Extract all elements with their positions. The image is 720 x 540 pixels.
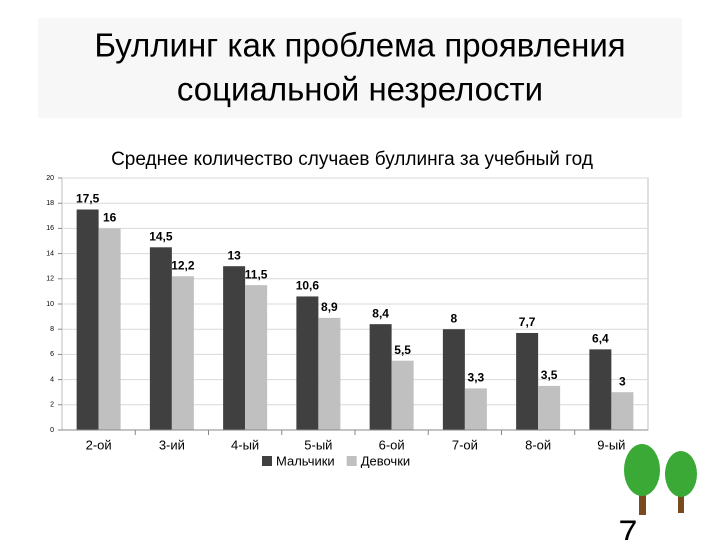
bar [171,276,194,430]
bar [76,209,99,430]
value-label: 6,4 [592,332,609,346]
legend-label: Мальчики [276,453,335,468]
y-tick-label: 14 [46,250,54,257]
legend-label: Девочки [361,453,410,468]
y-tick-label: 6 [50,351,54,358]
slide-title: социальной незрелости [177,71,543,108]
y-tick-label: 12 [46,276,54,283]
x-tick-label: 3-ий [159,437,185,452]
bar [245,285,268,430]
bar [516,332,539,430]
x-tick-label: 6-ой [379,437,405,452]
y-tick-label: 0 [50,427,54,434]
bar [538,385,561,430]
value-label: 16 [103,211,117,225]
value-label: 3,3 [468,371,485,385]
bar [611,392,634,430]
legend-swatch [346,456,357,466]
x-tick-label: 4-ый [231,437,259,452]
x-tick-label: 9-ый [597,437,625,452]
bar [442,329,465,430]
value-label: 7,7 [519,315,536,329]
bar [149,247,172,430]
bar [296,296,319,430]
y-tick-label: 4 [50,376,54,383]
bar [318,317,341,430]
value-label: 8,4 [372,306,389,320]
value-label: 5,5 [394,343,411,357]
value-label: 8,9 [321,300,338,314]
y-tick-label: 18 [46,200,54,207]
y-tick-label: 2 [50,402,54,409]
x-tick-label: 5-ый [304,437,332,452]
bar [369,324,392,430]
bar [223,266,246,430]
trees [624,444,697,515]
value-label: 3 [619,374,626,388]
value-label: 14,5 [149,229,173,243]
value-label: 11,5 [245,267,268,281]
x-tick-label: 7-ой [452,437,478,452]
y-tick-label: 20 [46,175,54,182]
value-label: 17,5 [76,192,100,206]
title-area [38,18,682,118]
y-tick-label: 8 [50,326,54,333]
legend-swatch [262,456,272,466]
bar [589,349,612,430]
y-tick-label: 10 [46,301,54,308]
value-label: 8 [451,311,458,325]
bar [391,360,414,430]
x-tick-label: 8-ой [525,437,551,452]
page-number: 7 [619,514,638,540]
value-label: 3,5 [541,368,558,382]
value-label: 13 [227,248,241,262]
value-label: 12,2 [171,258,195,272]
chart-title: Среднее количество случаев буллинга за у… [111,149,593,170]
slide-title: Буллинг как проблема проявления [94,27,625,64]
x-tick-label: 2-ой [86,437,112,452]
bar [98,228,121,430]
bar [464,388,487,430]
y-tick-label: 16 [46,225,54,232]
value-label: 10,6 [296,279,320,293]
